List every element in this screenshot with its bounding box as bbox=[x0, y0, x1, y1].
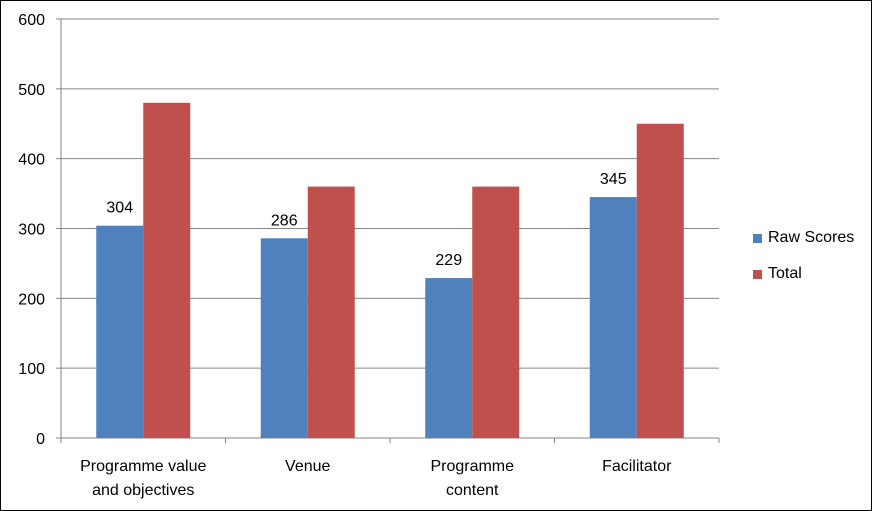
y-tick-label: 200 bbox=[18, 291, 45, 308]
x-category-label: Programme value bbox=[80, 458, 206, 475]
bar-raw-scores bbox=[425, 278, 473, 438]
legend-label-raw-scores: Raw Scores bbox=[768, 229, 855, 246]
y-tick-label: 300 bbox=[18, 222, 45, 239]
y-tick-label: 400 bbox=[18, 152, 45, 169]
legend-label-total: Total bbox=[768, 265, 802, 282]
bar-raw-scores bbox=[260, 238, 308, 438]
data-label-raw-scores: 345 bbox=[600, 171, 627, 188]
bar-total bbox=[472, 186, 520, 438]
x-category-label: Venue bbox=[285, 458, 330, 475]
data-label-raw-scores: 286 bbox=[271, 212, 298, 229]
x-category-label: and objectives bbox=[92, 482, 194, 499]
bar-raw-scores bbox=[589, 197, 637, 438]
bar-total bbox=[143, 102, 191, 439]
y-tick-label: 0 bbox=[36, 431, 45, 448]
legend-swatch-raw-scores bbox=[753, 233, 762, 243]
x-category-label: Programme bbox=[430, 458, 514, 475]
data-label-raw-scores: 304 bbox=[106, 200, 133, 217]
data-label-raw-scores: 229 bbox=[435, 252, 462, 269]
y-tick-label: 600 bbox=[18, 12, 45, 29]
y-tick-label: 100 bbox=[18, 361, 45, 378]
legend: Raw Scores Total bbox=[753, 227, 854, 299]
x-category-label: content bbox=[446, 482, 499, 499]
bar-total bbox=[307, 186, 355, 438]
legend-swatch-total bbox=[753, 269, 762, 279]
legend-item-total: Total bbox=[753, 263, 854, 285]
legend-item-raw-scores: Raw Scores bbox=[753, 227, 854, 249]
x-category-label: Facilitator bbox=[602, 458, 672, 475]
bar-raw-scores bbox=[96, 225, 144, 438]
y-tick-label: 500 bbox=[18, 82, 45, 99]
bar-total bbox=[636, 123, 684, 438]
